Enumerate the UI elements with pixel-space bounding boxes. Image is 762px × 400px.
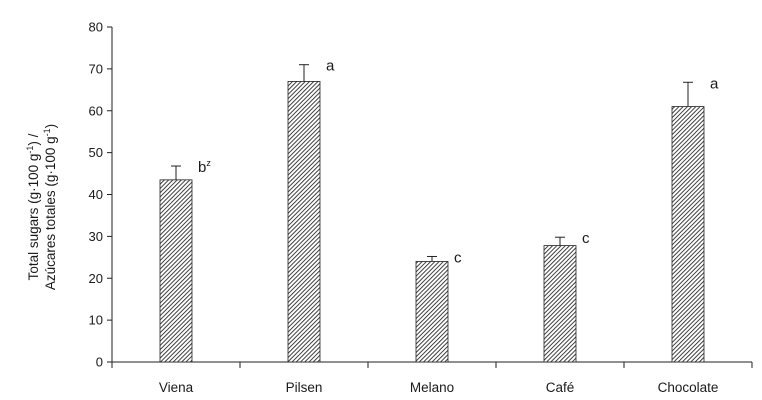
y-tick-label: 20 — [89, 271, 103, 286]
bars — [159, 81, 705, 363]
significance-letter: bz — [198, 158, 211, 176]
significance-letter: c — [582, 230, 590, 247]
y-tick-label: 80 — [89, 20, 103, 35]
significance-letter: a — [710, 75, 719, 92]
significance-labels: bz a c c a — [198, 58, 719, 267]
significance-letter: c — [454, 249, 462, 266]
y-tick-label: 10 — [89, 313, 103, 328]
category-label-viena: Viena — [159, 380, 194, 395]
y-axis-label-line1: Total sugars (g·100 g-1) / — [25, 133, 41, 280]
y-tick-label: 70 — [89, 61, 103, 76]
category-label-melano: Melano — [410, 380, 454, 395]
bar-viena — [159, 179, 193, 363]
y-tick-label: 30 — [89, 229, 103, 244]
y-tick-label: 50 — [89, 145, 103, 160]
x-ticks — [111, 362, 753, 368]
category-label-pilsen: Pilsen — [286, 380, 323, 395]
y-axis-label-line2: Azúcares totales (g·100 g-1) — [42, 124, 58, 290]
category-label-café: Café — [546, 380, 575, 395]
category-label-chocolate: Chocolate — [658, 380, 719, 395]
y-ticks: 0 10 20 30 40 50 60 70 80 — [89, 20, 112, 370]
y-tick-label: 40 — [89, 187, 103, 202]
bar-pilsen — [287, 81, 321, 363]
y-axis-label: Total sugars (g·100 g-1) / Azúcares tota… — [25, 124, 58, 290]
bar-chocolate — [671, 106, 705, 363]
y-tick-label: 60 — [89, 103, 103, 118]
error-bars — [171, 64, 693, 262]
bar-café — [543, 245, 577, 363]
bar-melano — [415, 261, 449, 363]
significance-letter: a — [326, 58, 335, 75]
category-labels: Viena Pilsen Melano Café Chocolate — [159, 380, 719, 395]
y-tick-label: 0 — [96, 355, 103, 370]
